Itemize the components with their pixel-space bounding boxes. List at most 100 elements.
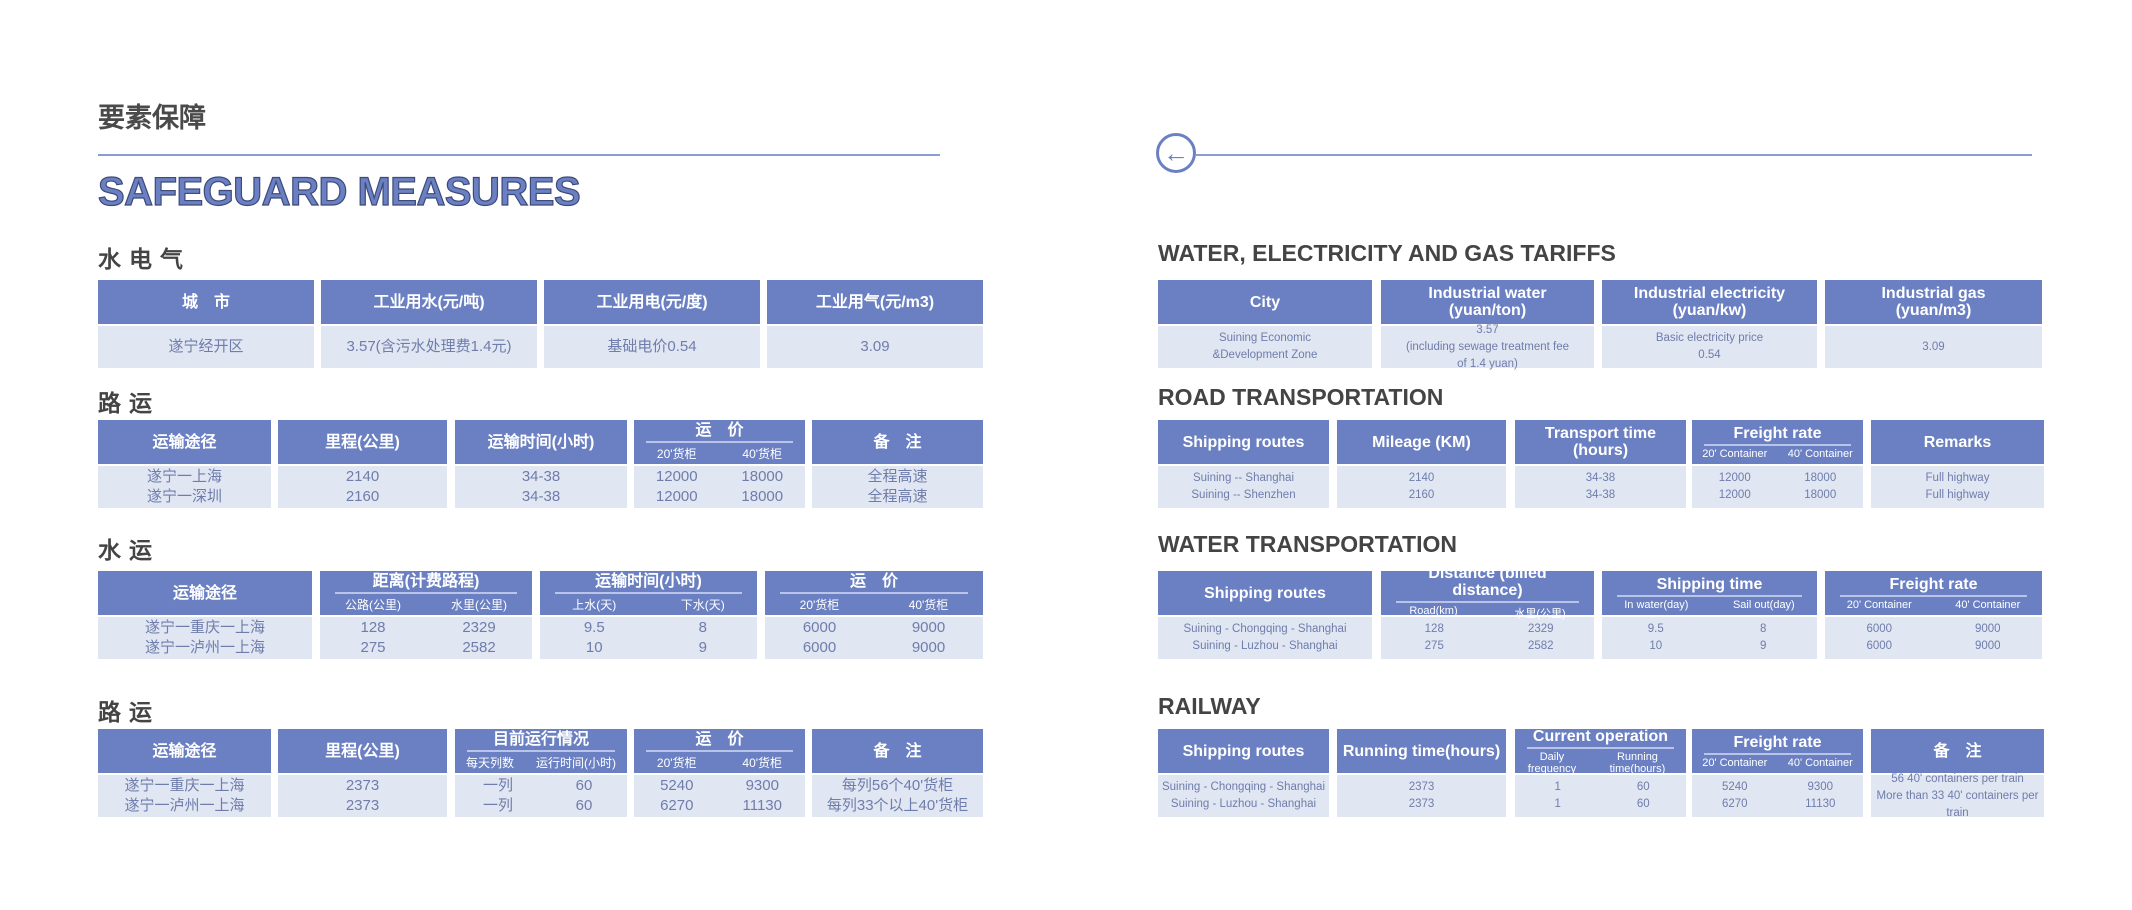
table-column: Industrial gas (yuan/m3) 3.09 bbox=[1825, 280, 2042, 368]
sub-headers: Road(km) 水里(公里) bbox=[1381, 605, 1594, 621]
table-row: 6000 9000 bbox=[765, 638, 983, 658]
table-cell: Suining Economic &Development Zone bbox=[1212, 332, 1318, 361]
table-cell: 2373 bbox=[1408, 781, 1435, 793]
column-header: 运输时间(小时) bbox=[455, 420, 627, 464]
table-column: 运 价 20'货柜 40'货柜 5240 9300 6270 11130 bbox=[634, 729, 805, 817]
column-header-label: 运输时间(小时) bbox=[555, 573, 742, 594]
table-cell: 2582 bbox=[462, 639, 496, 656]
back-button[interactable]: ← bbox=[1156, 133, 1196, 173]
table-cell: 2329 bbox=[462, 619, 496, 636]
section-title: WATER, ELECTRICITY AND GAS TARIFFS bbox=[1158, 240, 1616, 266]
column-header: Distance (billed distance) Road(km) 水里(公里) bbox=[1381, 565, 1594, 620]
table-cell: 遂宁一重庆一上海 bbox=[124, 777, 245, 794]
column-header: Industrial gas (yuan/m3) bbox=[1825, 280, 2042, 324]
table-column: 备 注全程高速 全程高速 bbox=[812, 420, 983, 508]
column-body: 6000 9000 6000 9000 bbox=[765, 617, 983, 659]
table-cell: 1 bbox=[1554, 781, 1561, 793]
table-cell: 60 bbox=[1636, 798, 1650, 810]
table-row: 一列 60 bbox=[455, 776, 627, 796]
table-row: More than 33 40' containers per train bbox=[1871, 788, 2044, 822]
sub-header-label: 20' Container bbox=[1846, 598, 1912, 611]
column-header: 备 注 bbox=[812, 729, 983, 773]
table-row: 基础电价0.54 bbox=[544, 337, 760, 357]
table-cell: 遂宁一深圳 bbox=[146, 488, 222, 505]
column-header-label: Running time(hours) bbox=[1342, 742, 1501, 760]
table-row: Suining - Chongqing - Shanghai bbox=[1158, 779, 1329, 796]
table-row: 6000 9000 bbox=[1825, 621, 2042, 638]
table-cell: 11130 bbox=[1805, 798, 1836, 810]
table-row: 1 60 bbox=[1515, 779, 1686, 796]
table-row: 5240 9300 bbox=[1692, 779, 1863, 796]
table-row: 5240 9300 bbox=[634, 776, 805, 796]
table-row: Full highway bbox=[1871, 470, 2044, 487]
table-row: 34-38 bbox=[455, 467, 627, 487]
table-column: 里程(公里) 2140 2160 bbox=[278, 420, 447, 508]
column-body: 全程高速 全程高速 bbox=[812, 466, 983, 508]
table-cell: 12000 bbox=[1718, 472, 1751, 484]
table-cell: 一列 bbox=[482, 777, 513, 794]
table-row: 3.57 (including sewage treatment fee of … bbox=[1381, 322, 1594, 373]
table-cell: 1 bbox=[1554, 798, 1561, 810]
table-cell: 3.57 (including sewage treatment fee of … bbox=[1405, 323, 1569, 370]
table-column: Freight rate 20' Container 40' Container 60… bbox=[1825, 571, 2042, 659]
column-header: Running time(hours) bbox=[1337, 729, 1506, 773]
table-cell: 6000 bbox=[802, 619, 837, 636]
table-cell: Suining - Chongqing - Shanghai bbox=[1161, 781, 1326, 793]
table-column: 工业用电(元/度) 基础电价0.54 bbox=[544, 280, 760, 368]
column-header-label: 备 注 bbox=[873, 433, 922, 451]
table-row: 34-38 bbox=[1515, 470, 1686, 487]
sub-header-label: 40'货柜 bbox=[742, 447, 783, 461]
column-header: Shipping routes bbox=[1158, 571, 1372, 615]
column-header-label: Shipping time bbox=[1617, 576, 1802, 597]
table-row: 34-38 bbox=[455, 487, 627, 507]
table-column: Transport time (hours) 34-38 34-38 bbox=[1515, 420, 1686, 508]
table-column: Distance (billed distance) Road(km) 水里(公里)… bbox=[1381, 565, 1594, 659]
table-column: 距离(计费路程) 公路(公里) 水里(公里) 128 2329 275 2582 bbox=[320, 571, 532, 659]
column-body: 9.5 8 10 9 bbox=[540, 617, 757, 659]
column-header-label: Freight rate bbox=[1703, 425, 1852, 446]
sub-headers: 每天列数 运行时间(小时) bbox=[455, 754, 627, 771]
column-header: Freight rate 20' Container 40' Container bbox=[1825, 571, 2042, 615]
column-header: Mileage (KM) bbox=[1337, 420, 1506, 464]
table-cell: 18000 bbox=[741, 488, 784, 505]
sub-header-label: 水里(公里) bbox=[1514, 608, 1566, 620]
table-cell: 2373 bbox=[1408, 798, 1435, 810]
sub-headers: In water(day) Sail out(day) bbox=[1602, 599, 1817, 611]
table-cell: 9000 bbox=[1974, 623, 2001, 635]
table-column: 运输途径 遂宁一重庆一上海 遂宁一泸州一上海 bbox=[98, 729, 271, 817]
page-title-en: SAFEGUARD MEASURES bbox=[97, 169, 581, 214]
sub-header-label: 40'货柜 bbox=[908, 598, 949, 612]
table-cell: 8 bbox=[698, 619, 707, 636]
column-header-label: Mileage (KM) bbox=[1372, 433, 1471, 451]
table-column: 运 价 20'货柜 40'货柜 12000 18000 12000 18000 bbox=[634, 420, 805, 508]
table-row: 遂宁一深圳 bbox=[98, 487, 271, 507]
column-header: 目前运行情况 每天列数 运行时间(小时) bbox=[455, 729, 627, 773]
column-header: 工业用气(元/m3) bbox=[767, 280, 983, 324]
table-cell: 9300 bbox=[745, 777, 779, 794]
table-column: 备 注每列56个40'货柜 每列33个以上40'货柜 bbox=[812, 729, 983, 817]
sub-header-label: Daily frequency bbox=[1527, 750, 1577, 775]
table-cell: 3.57(含污水处理费1.4元) bbox=[346, 338, 512, 355]
table-cell: 3.09 bbox=[860, 338, 890, 355]
table-row: 10 9 bbox=[1602, 638, 1817, 655]
column-body: 3.57(含污水处理费1.4元) bbox=[321, 326, 537, 368]
column-body: 3.57 (including sewage treatment fee of … bbox=[1381, 324, 1594, 370]
table-cell: 9.5 bbox=[583, 619, 605, 636]
section-title: 水运 bbox=[98, 537, 160, 563]
section-title: 水电气 bbox=[98, 246, 191, 272]
column-body: 128 2329 275 2582 bbox=[1381, 617, 1594, 659]
table-cell: 9 bbox=[1760, 640, 1767, 652]
column-header-label: Transport time (hours) bbox=[1544, 425, 1657, 459]
column-header: Industrial electricity (yuan/kw) bbox=[1602, 280, 1817, 324]
table-column: 运输途径 遂宁一上海 遂宁一深圳 bbox=[98, 420, 271, 508]
table-cell: 12000 bbox=[655, 468, 698, 485]
table-cell: 9 bbox=[698, 639, 707, 656]
column-header: 运 价 20'货柜 40'货柜 bbox=[634, 420, 805, 464]
table-cell: 2160 bbox=[345, 488, 380, 505]
column-body: Full highway Full highway bbox=[1871, 466, 2044, 508]
table-cell: 9000 bbox=[911, 619, 946, 636]
table-cell: 6270 bbox=[1721, 798, 1748, 810]
column-body: 遂宁一上海 遂宁一深圳 bbox=[98, 466, 271, 508]
table-cell: 每列56个40'货柜 bbox=[841, 777, 954, 794]
table-column: Shipping routes Suining - Chongqing - Sha… bbox=[1158, 729, 1329, 817]
